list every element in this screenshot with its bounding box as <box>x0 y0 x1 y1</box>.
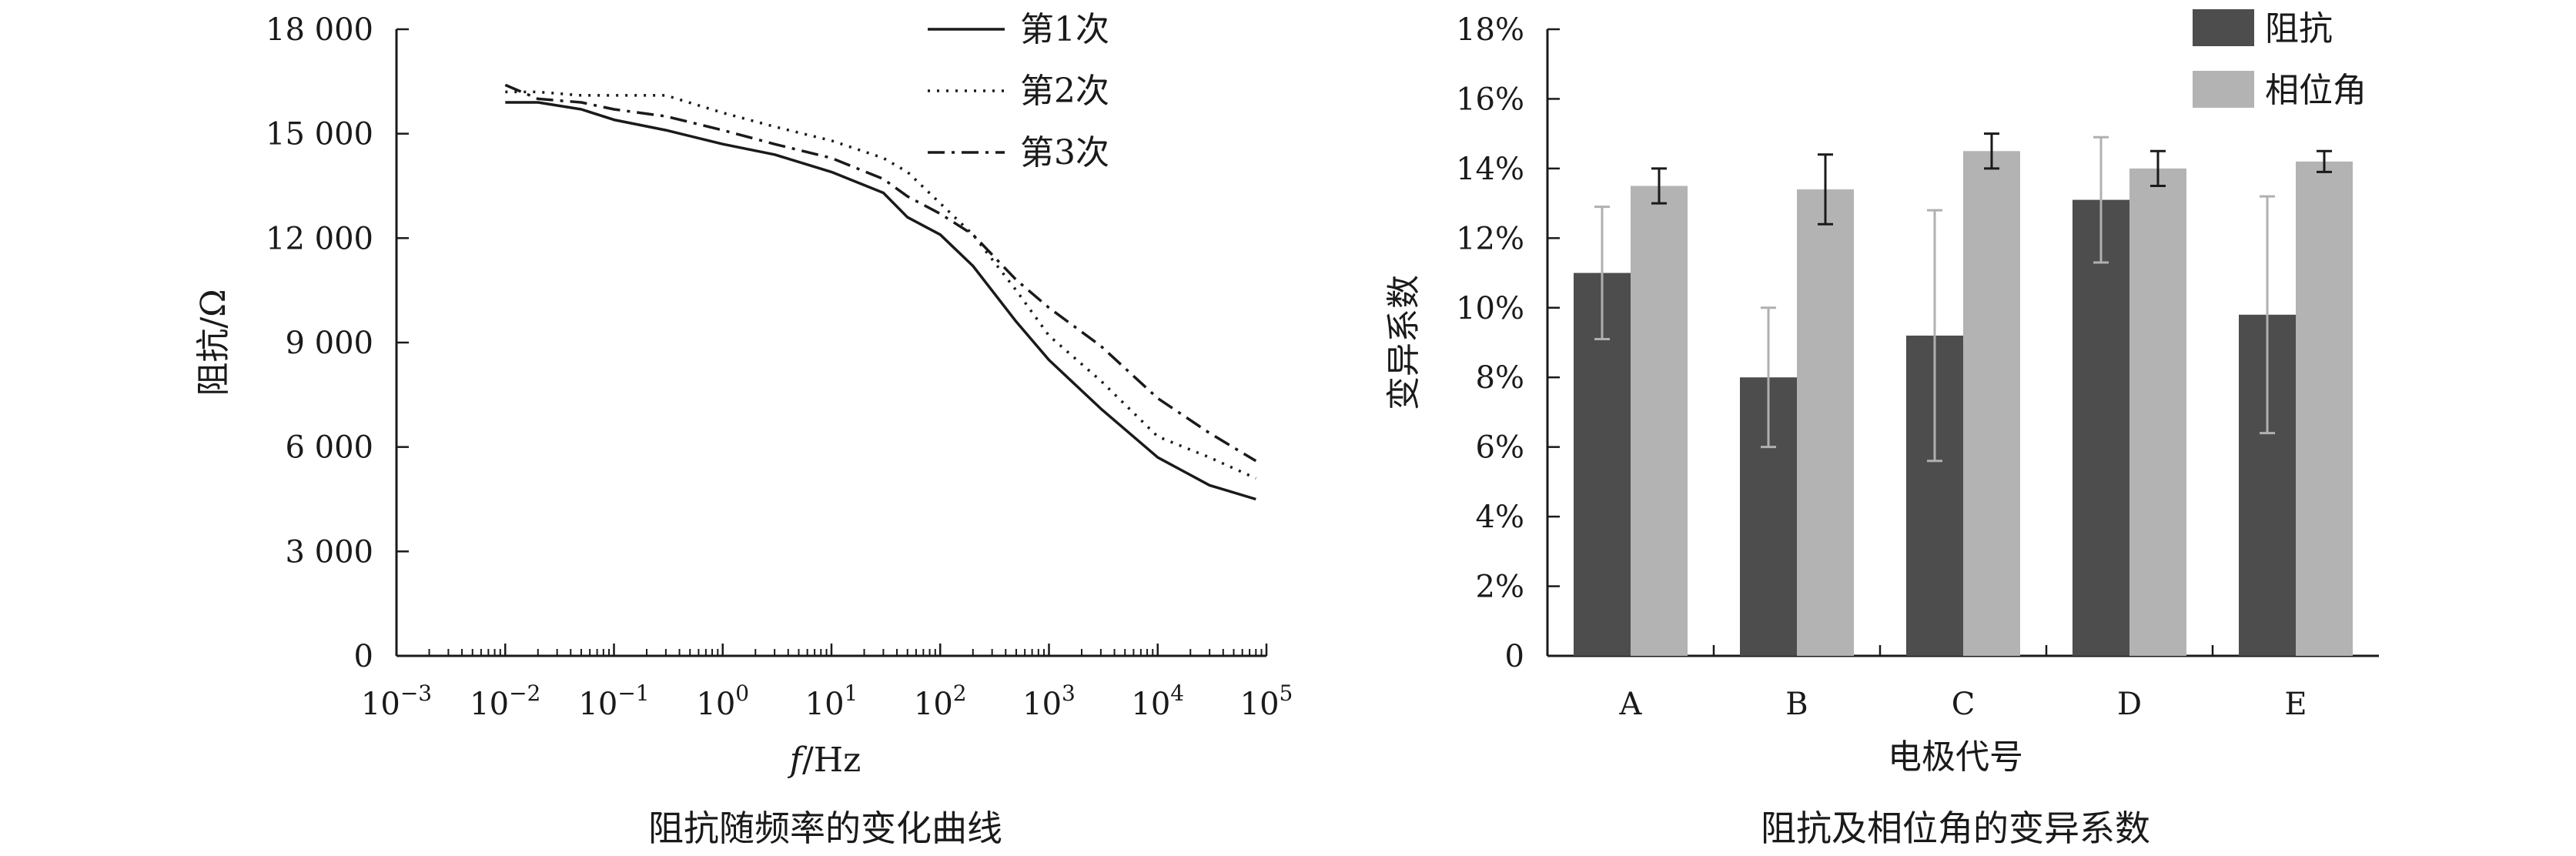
left-x-axis-label-unit: /Hz <box>802 741 861 780</box>
tick-exponent: 2 <box>953 680 967 706</box>
bar-impedance-D <box>2073 199 2129 657</box>
bar-phase-E <box>2296 161 2353 656</box>
left-y-axis-label: 阻抗/Ω <box>194 289 233 396</box>
right-y-ticks: 0 2% 4% 6% 8% 10% 12% 14% 16% 18% <box>1456 12 1560 674</box>
tick-base: 10 <box>1131 687 1170 722</box>
line-series-2 <box>505 90 1257 480</box>
tick-base: 10 <box>914 687 953 722</box>
right-x-ticks: A B C D E <box>1619 645 2307 722</box>
tick-exponent: 3 <box>1062 680 1076 706</box>
tick-base: 10 <box>805 687 845 722</box>
right-x-tick-label: A <box>1619 687 1643 722</box>
left-x-tick-label: 103 <box>1022 680 1076 722</box>
right-y-tick-label: 18% <box>1456 12 1524 48</box>
left-x-tick-label: 10−1 <box>578 680 649 722</box>
right-y-tick-label: 0 <box>1505 639 1524 674</box>
left-legend-label: 第2次 <box>1020 72 1109 111</box>
tick-base: 10 <box>696 687 735 722</box>
right-legend-swatch <box>2193 9 2254 46</box>
right-y-tick-label: 4% <box>1476 500 1524 535</box>
left-y-tick-label: 12 000 <box>266 221 373 256</box>
left-x-tick-label: 10−2 <box>470 680 540 722</box>
tick-exponent: −2 <box>509 680 540 706</box>
tick-base: 10 <box>470 687 509 722</box>
bar-phase-D <box>2129 168 2186 656</box>
left-x-tick-label: 105 <box>1240 680 1293 722</box>
left-legend-label: 第1次 <box>1020 10 1109 49</box>
left-y-tick-label: 3 000 <box>285 534 373 570</box>
tick-base: 10 <box>361 687 400 722</box>
right-y-tick-label: 12% <box>1456 221 1524 256</box>
left-series-lines <box>504 83 1257 501</box>
left-y-ticks: 0 3 000 6 000 9 000 12 000 15 000 18 000 <box>266 12 409 674</box>
left-x-tick-label: 102 <box>914 680 967 722</box>
right-x-tick-label: C <box>1952 687 1975 722</box>
left-x-tick-label: 10−3 <box>361 680 432 722</box>
tick-exponent: 5 <box>1280 680 1293 706</box>
left-legend-label: 第3次 <box>1020 133 1109 172</box>
bar-phase-C <box>1963 151 2020 656</box>
right-x-tick-label: E <box>2284 687 2307 722</box>
left-y-tick-label: 15 000 <box>266 117 373 152</box>
left-x-tick-label: 101 <box>805 680 858 722</box>
left-x-tick-label: 104 <box>1131 680 1184 722</box>
left-y-tick-label: 6 000 <box>285 430 373 466</box>
line-series-1 <box>505 101 1256 501</box>
right-y-tick-label: 10% <box>1456 291 1524 326</box>
tick-exponent: 1 <box>845 680 858 706</box>
tick-base: 10 <box>1022 687 1062 722</box>
tick-base: 10 <box>1240 687 1280 722</box>
left-x-tick-label: 100 <box>696 680 749 722</box>
right-y-tick-label: 16% <box>1456 82 1524 117</box>
tick-base: 10 <box>578 687 617 722</box>
tick-exponent: 0 <box>735 680 749 706</box>
right-legend-label: 相位角 <box>2265 71 2367 110</box>
left-chart-caption: 阻抗随频率的变化曲线 <box>648 808 1002 849</box>
right-chart-caption: 阻抗及相位角的变异系数 <box>1761 808 2150 849</box>
tick-exponent: −1 <box>617 680 649 706</box>
right-x-axis-label: 电极代号 <box>1888 737 2023 777</box>
right-y-tick-label: 2% <box>1476 570 1524 605</box>
right-x-tick-label: B <box>1785 687 1808 722</box>
right-y-axis-label: 变异系数 <box>1384 275 1423 410</box>
right-legend-swatch <box>2193 71 2254 108</box>
right-bars <box>1574 132 2353 657</box>
right-y-tick-label: 8% <box>1476 360 1524 396</box>
right-y-tick-label: 14% <box>1456 152 1524 187</box>
right-y-tick-label: 6% <box>1476 430 1524 466</box>
tick-exponent: −3 <box>400 680 432 706</box>
left-x-ticks: 10−3 10−2 10−1 100 101 102 103 104 105 <box>361 644 1293 722</box>
right-legend-label: 阻抗 <box>2265 9 2333 48</box>
line-series-3 <box>504 83 1257 463</box>
right-x-tick-label: D <box>2117 687 2142 722</box>
left-y-tick-label: 9 000 <box>285 326 373 361</box>
left-y-tick-label: 0 <box>354 639 373 674</box>
bar-phase-B <box>1797 189 1854 656</box>
left-y-tick-label: 18 000 <box>266 12 373 48</box>
left-x-axis-label: f/Hz <box>788 741 861 780</box>
bar-phase-A <box>1631 186 1688 656</box>
tick-exponent: 4 <box>1170 680 1184 706</box>
